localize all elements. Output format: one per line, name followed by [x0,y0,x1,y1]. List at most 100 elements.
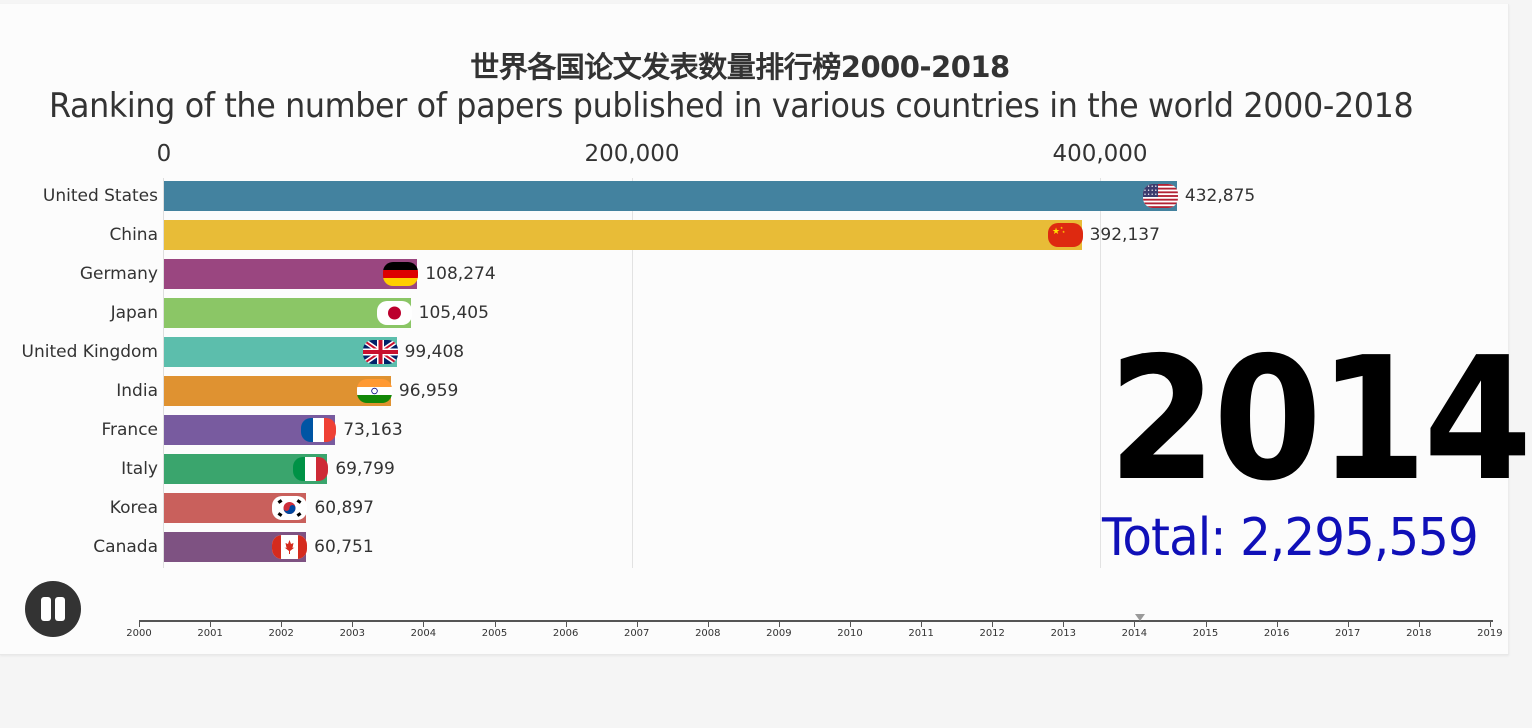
bar-country-label: United States [42,186,158,206]
svg-text:★: ★ [1052,226,1060,236]
timeline-year-label[interactable]: 2008 [695,628,721,639]
bar [164,337,397,367]
bar-row: United States 432,875 [0,181,1500,211]
bar-value-label: 108,274 [425,264,496,284]
ca-flag-icon [272,535,308,559]
axis-tick-label: 0 [156,141,172,167]
chart-title-en: Ranking of the number of papers publishe… [49,86,1414,126]
timeline-year-label[interactable]: 2000 [126,628,152,639]
bar-row: Italy 69,799 [0,454,1500,484]
timeline-tick [281,622,283,627]
timeline-tick [1063,622,1065,627]
fr-flag-icon [301,418,337,442]
us-flag-icon [1142,184,1178,208]
timeline-year-label[interactable]: 2016 [1263,628,1290,639]
bar-country-label: Italy [121,459,158,479]
timeline-year-label[interactable]: 2006 [552,628,579,639]
bar [164,376,391,406]
timeline-tick [778,622,780,627]
axis-tick-label: 400,000 [1052,141,1148,167]
bar-row: Germany 108,274 [0,259,1500,289]
timeline-position-marker[interactable] [1135,614,1146,621]
bar-value-label: 99,408 [404,342,465,362]
timeline-tick [494,622,496,627]
bar [164,181,1177,211]
timeline-year-label[interactable]: 2005 [481,628,508,639]
axis-tick-label: 200,000 [584,141,680,167]
de-flag-icon [383,262,419,286]
timeline-tick [1205,622,1207,627]
kr-flag-icon [272,496,308,520]
timeline-year-label[interactable]: 2018 [1406,628,1432,639]
timeline-year-label[interactable]: 2013 [1050,628,1077,639]
timeline-tick [1418,622,1420,627]
it-flag-icon [293,457,329,481]
bar [164,259,418,289]
gb-flag-icon [362,340,398,364]
timeline-tick [707,622,709,627]
timeline-year-label[interactable]: 2010 [837,628,863,639]
bar-country-label: Germany [79,264,158,284]
cn-flag-icon: ★ ★ ★ [1047,223,1083,247]
bar-country-label: Japan [110,303,158,323]
y-axis-baseline [163,178,164,568]
bar [164,220,1082,250]
timeline-tick [636,622,638,627]
bar-row: Korea 60,897 [0,493,1500,523]
bar-value-label: 96,959 [398,381,459,401]
bar-row: France 73,163 [0,415,1500,445]
timeline-year-label[interactable]: 2002 [268,628,294,639]
timeline-year-label[interactable]: 2007 [623,628,650,639]
timeline-year-label[interactable]: 2012 [979,628,1005,639]
bar-row: United Kingdom 99,408 [0,337,1500,367]
timeline-year-label[interactable]: 2019 [1477,628,1503,639]
timeline-year-label[interactable]: 2003 [339,628,366,639]
gridline [632,178,633,568]
timeline-tick [850,622,851,627]
bar-country-label: China [109,225,158,245]
current-year-label: 2014 [1108,321,1532,519]
timeline-tick [423,622,425,627]
in-flag-icon [356,379,392,403]
total-label: Total: 2,295,559 [1102,508,1479,568]
timeline-year-label[interactable]: 2011 [908,628,934,639]
bar-country-label: United Kingdom [21,342,158,362]
bar-value-label: 60,897 [314,498,374,518]
bar-value-label: 392,137 [1089,225,1160,245]
timeline-tick [1276,622,1278,627]
timeline-tick [1347,622,1349,627]
bar-value-label: 432,875 [1184,186,1256,206]
bar-value-label: 60,751 [314,537,374,557]
timeline-year-label[interactable]: 2014 [1121,628,1148,639]
timeline-year-label[interactable]: 2004 [410,628,437,639]
timeline-tick [992,622,994,627]
bar-country-label: Canada [93,537,158,557]
bar-country-label: India [116,381,158,401]
chart-title-cn: 世界各国论文发表数量排行榜2000-2018 [470,50,1010,84]
timeline-year-label[interactable]: 2015 [1192,628,1219,639]
timeline-tick [352,622,354,627]
bar-value-label: 73,163 [343,420,403,440]
svg-text:★: ★ [1062,230,1065,234]
pause-button[interactable] [25,581,81,637]
timeline-tick [565,622,567,627]
bar-country-label: Korea [109,498,158,518]
timeline-tick [139,622,140,627]
jp-flag-icon [376,301,412,325]
gridline [1100,178,1101,568]
bar [164,298,411,328]
svg-text:★: ★ [1060,226,1063,230]
bar-country-label: France [101,420,158,440]
timeline-year-label[interactable]: 2001 [197,628,223,639]
timeline-slider[interactable] [139,620,1493,622]
bar-row: China ★ ★ ★ 392,137 [0,220,1500,250]
timeline-year-label[interactable]: 2009 [766,628,792,639]
timeline-tick [1134,622,1136,627]
bar-value-label: 69,799 [335,459,395,479]
bar-row: Japan 105,405 [0,298,1500,328]
timeline-year-label[interactable]: 2017 [1334,628,1361,639]
timeline-tick [921,622,923,627]
bar-value-label: 105,405 [418,303,489,323]
timeline-tick [210,622,212,627]
bar-row: Canada 60,751 [0,532,1500,562]
